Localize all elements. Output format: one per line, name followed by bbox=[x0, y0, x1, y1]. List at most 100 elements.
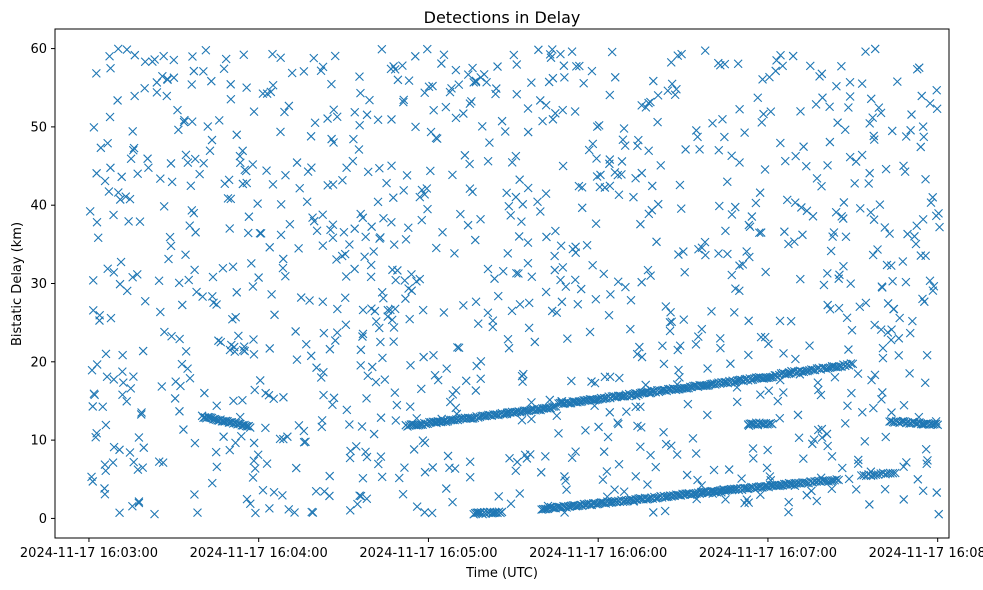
data-point-640 bbox=[912, 64, 922, 74]
data-point-189 bbox=[345, 506, 355, 515]
data-point-201 bbox=[458, 301, 468, 310]
data-point-876 bbox=[799, 142, 808, 152]
data-point-1378 bbox=[799, 367, 809, 377]
data-point-198 bbox=[355, 72, 364, 82]
data-point-33 bbox=[779, 227, 789, 237]
data-point-193 bbox=[827, 484, 837, 494]
data-point-428 bbox=[378, 293, 388, 303]
data-point-682 bbox=[857, 150, 867, 160]
data-point-1075 bbox=[693, 475, 702, 485]
data-point-689 bbox=[365, 95, 374, 105]
data-point-509 bbox=[356, 88, 365, 98]
data-point-803 bbox=[729, 308, 739, 317]
data-point-972 bbox=[502, 188, 512, 198]
data-point-411 bbox=[325, 344, 335, 354]
data-point-602 bbox=[389, 337, 399, 347]
data-point-805 bbox=[109, 442, 119, 452]
data-point-665 bbox=[488, 322, 498, 332]
data-point-151 bbox=[450, 464, 460, 473]
data-point-332 bbox=[483, 308, 493, 318]
data-point-873 bbox=[775, 138, 785, 148]
data-point-542 bbox=[441, 102, 451, 112]
data-point-197 bbox=[157, 382, 167, 391]
data-point-686 bbox=[420, 88, 430, 98]
data-point-105 bbox=[798, 230, 807, 240]
data-point-943 bbox=[816, 390, 826, 400]
data-point-1099 bbox=[221, 54, 231, 64]
data-point-271 bbox=[665, 317, 675, 327]
data-point-141 bbox=[541, 100, 551, 110]
data-point-98 bbox=[199, 158, 209, 168]
data-point-740 bbox=[262, 166, 271, 176]
data-point-772 bbox=[726, 359, 735, 369]
data-point-717 bbox=[722, 177, 732, 187]
data-point-223 bbox=[432, 134, 442, 143]
data-point-305 bbox=[760, 165, 770, 174]
data-point-574 bbox=[870, 320, 880, 330]
data-point-1609 bbox=[834, 475, 844, 485]
data-point-491 bbox=[226, 94, 236, 104]
data-point-973 bbox=[621, 282, 630, 292]
data-point-567 bbox=[341, 320, 351, 330]
data-point-135 bbox=[425, 166, 435, 176]
data-point-611 bbox=[177, 300, 187, 310]
data-point-36 bbox=[159, 51, 169, 61]
data-point-102 bbox=[398, 489, 408, 499]
data-point-267 bbox=[724, 465, 734, 474]
data-point-1040 bbox=[847, 388, 856, 398]
data-point-145 bbox=[270, 310, 279, 320]
data-point-213 bbox=[832, 81, 841, 91]
data-point-517 bbox=[318, 210, 328, 220]
data-point-880 bbox=[919, 132, 929, 142]
data-point-617 bbox=[805, 341, 814, 351]
data-point-498 bbox=[328, 180, 338, 189]
data-point-1110 bbox=[211, 415, 221, 425]
data-point-360 bbox=[786, 316, 796, 326]
data-point-1003 bbox=[138, 463, 148, 472]
data-point-832 bbox=[189, 208, 199, 218]
data-point-51 bbox=[181, 346, 191, 356]
data-point-727 bbox=[778, 388, 788, 397]
data-point-846 bbox=[249, 438, 259, 448]
data-point-733 bbox=[680, 267, 690, 277]
data-point-956 bbox=[878, 353, 888, 363]
data-point-677 bbox=[604, 310, 614, 320]
data-point-181 bbox=[500, 127, 510, 136]
data-point-547 bbox=[284, 505, 294, 514]
data-point-907 bbox=[679, 315, 689, 324]
data-point-37 bbox=[576, 284, 586, 294]
data-point-744 bbox=[901, 458, 911, 467]
data-point-258 bbox=[524, 323, 534, 333]
x-tick-label-0: 2024-11-17 16:03:00 bbox=[20, 546, 158, 561]
data-point-165 bbox=[511, 466, 521, 476]
data-point-591 bbox=[613, 170, 623, 180]
data-point-922 bbox=[817, 433, 827, 443]
data-point-95 bbox=[284, 101, 294, 111]
data-point-571 bbox=[866, 94, 876, 104]
data-point-719 bbox=[648, 508, 658, 517]
data-point-869 bbox=[632, 349, 642, 359]
data-point-728 bbox=[920, 378, 930, 388]
data-point-791 bbox=[302, 197, 312, 207]
data-point-726 bbox=[571, 242, 580, 252]
data-point-144 bbox=[113, 96, 122, 105]
data-point-379 bbox=[558, 263, 568, 272]
data-point-43 bbox=[256, 228, 266, 238]
data-point-282 bbox=[559, 72, 569, 82]
data-point-462 bbox=[189, 66, 199, 76]
data-point-589 bbox=[454, 80, 464, 90]
data-point-63 bbox=[358, 329, 368, 339]
data-point-248 bbox=[917, 91, 927, 101]
data-point-739 bbox=[599, 269, 609, 279]
data-point-497 bbox=[295, 183, 305, 193]
data-point-816 bbox=[607, 47, 617, 57]
data-point-1044 bbox=[600, 183, 610, 192]
data-point-395 bbox=[392, 400, 402, 410]
data-point-281 bbox=[842, 313, 852, 323]
data-point-1189 bbox=[492, 410, 502, 419]
data-point-977 bbox=[198, 66, 208, 76]
data-point-486 bbox=[388, 193, 398, 203]
y-axis-ticks: 0 10 20 30 40 50 60 bbox=[30, 42, 55, 527]
data-point-596 bbox=[518, 199, 528, 209]
data-point-180 bbox=[450, 248, 459, 258]
